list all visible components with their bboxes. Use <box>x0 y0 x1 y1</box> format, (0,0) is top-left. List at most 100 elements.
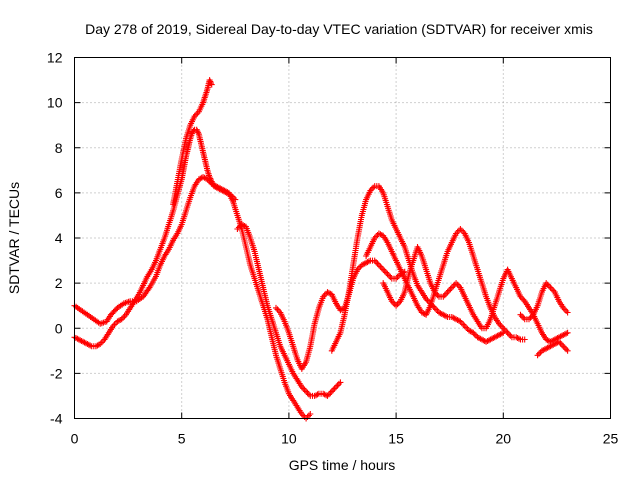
data-point <box>506 331 512 338</box>
data-point <box>447 286 454 293</box>
data-point <box>460 321 467 328</box>
data-point <box>394 301 401 308</box>
data-point <box>518 313 525 320</box>
data-point <box>501 326 508 333</box>
y-tick-label: 2 <box>55 275 63 291</box>
data-point <box>383 269 390 276</box>
series-track-f <box>328 183 507 354</box>
data-point <box>520 314 527 321</box>
data-point <box>325 391 332 398</box>
x-tick-label: 0 <box>71 431 79 447</box>
data-point <box>109 310 116 317</box>
data-point <box>381 268 388 275</box>
data-point <box>554 339 561 346</box>
data-point <box>232 196 239 203</box>
data-point <box>564 309 571 316</box>
y-tick-label: 10 <box>47 95 63 111</box>
data-point <box>334 382 341 389</box>
x-tick-label: 15 <box>388 431 404 447</box>
series-track-c <box>170 77 215 208</box>
data-point <box>333 383 340 390</box>
data-point <box>504 329 511 336</box>
data-point <box>498 330 505 337</box>
data-point <box>463 324 470 331</box>
data-point <box>534 352 541 359</box>
data-point <box>314 391 321 398</box>
data-point <box>563 330 570 337</box>
series-track-h <box>380 244 571 345</box>
data-point <box>458 227 465 234</box>
x-tick-label: 25 <box>603 431 619 447</box>
data-point <box>441 292 448 299</box>
series-track-i <box>517 280 571 323</box>
data-point <box>273 304 279 311</box>
data-point <box>564 347 571 354</box>
series-track-j <box>534 338 571 359</box>
data-point <box>393 302 400 309</box>
data-point <box>546 283 552 290</box>
data-point <box>387 274 394 281</box>
x-tick-label: 20 <box>496 431 512 447</box>
data-point <box>328 388 335 395</box>
data-point <box>548 286 555 293</box>
data-point <box>370 184 377 191</box>
data-point <box>107 311 114 318</box>
y-tick-label: 0 <box>55 320 63 336</box>
data-point <box>380 266 387 273</box>
data-point <box>323 392 330 399</box>
y-tick-label: -2 <box>50 365 63 381</box>
y-tick-label: 12 <box>47 50 63 66</box>
data-point <box>517 311 524 318</box>
y-tick-label: -4 <box>50 411 63 427</box>
data-point <box>335 380 342 387</box>
data-point <box>110 309 117 315</box>
data-point <box>547 284 554 291</box>
data-point <box>384 271 391 278</box>
series-track-b <box>71 126 239 350</box>
data-point <box>111 307 118 314</box>
data-point <box>373 259 380 266</box>
data-point <box>377 263 384 270</box>
y-tick-label: 4 <box>55 230 63 246</box>
data-point <box>386 272 392 279</box>
data-point <box>301 386 308 393</box>
data-point <box>450 283 457 290</box>
data-point <box>507 332 514 339</box>
axis-ticks: 0 5 10 15 20 25 -4 -2 0 2 4 6 8 10 12 <box>47 50 619 447</box>
data-point <box>313 392 320 399</box>
data-point <box>303 388 310 395</box>
data-point <box>561 344 568 351</box>
series-track-e <box>273 257 408 372</box>
data-point <box>521 336 528 343</box>
data-point <box>516 335 522 342</box>
data-point <box>305 412 312 419</box>
data-point <box>557 340 564 347</box>
grid <box>74 57 611 419</box>
y-tick-label: 6 <box>55 185 63 201</box>
y-axis-label: SDTVAR / TECUs <box>6 182 22 294</box>
data-point <box>307 411 314 417</box>
x-tick-label: 5 <box>178 431 186 447</box>
data-point <box>304 389 311 396</box>
data-point <box>448 284 455 291</box>
x-tick-label: 10 <box>281 431 297 447</box>
data-point <box>330 386 337 393</box>
data-point <box>304 414 311 420</box>
data-point <box>446 287 452 294</box>
data-point <box>305 391 312 398</box>
data-marks <box>71 77 571 422</box>
data-point <box>208 81 215 88</box>
data-point <box>94 342 101 349</box>
data-point <box>374 260 381 267</box>
data-point <box>331 385 338 392</box>
data-point <box>457 226 464 232</box>
data-point <box>394 274 401 281</box>
data-point <box>337 379 344 386</box>
series-track-a <box>71 174 314 422</box>
data-point <box>563 346 570 353</box>
y-tick-label: 8 <box>55 140 63 156</box>
data-point <box>560 343 567 350</box>
data-point <box>375 262 382 269</box>
x-axis-label: GPS time / hours <box>289 457 396 473</box>
